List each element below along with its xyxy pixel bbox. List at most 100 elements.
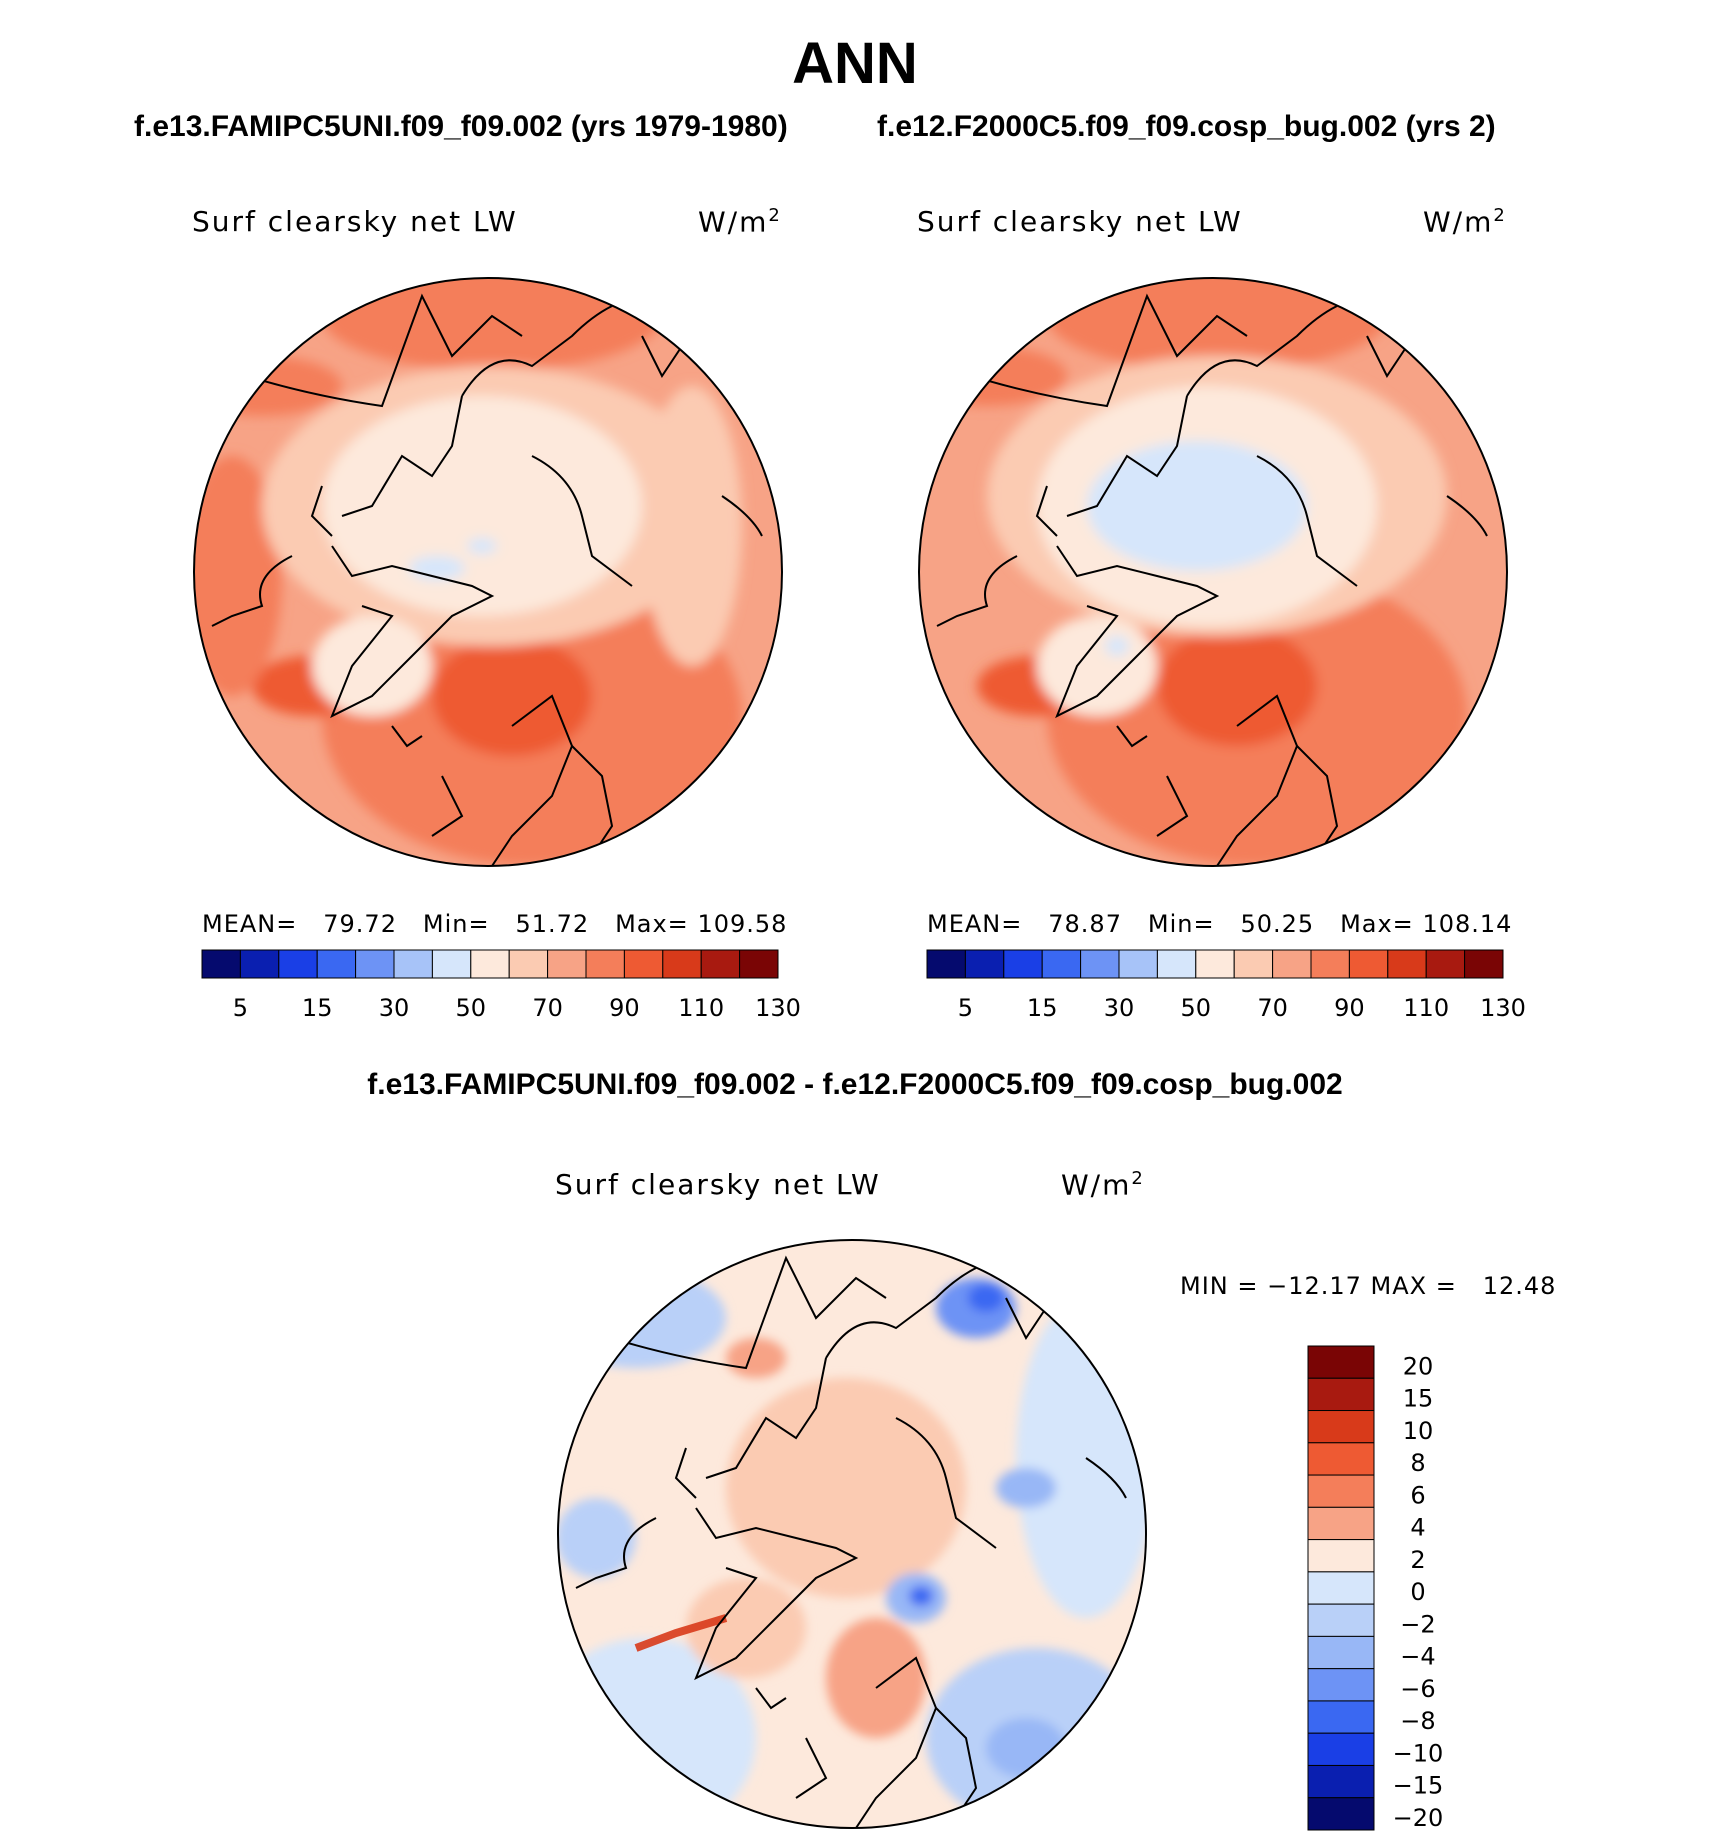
diff-colorbar-swatch <box>1307 1377 1375 1412</box>
diff-colorbar-tick: −15 <box>1393 1772 1444 1800</box>
map-panel-2 <box>918 277 1508 867</box>
panel2-colorbar-swatch <box>1464 949 1504 979</box>
panel1-min-label: Min= <box>422 910 490 938</box>
panel2-min-value: 50.25 <box>1240 910 1315 938</box>
panel2-colorbar-swatch <box>1195 949 1235 979</box>
panel1-colorbar-swatch <box>316 949 357 979</box>
panel2-colorbar-tick: 90 <box>1334 994 1365 1022</box>
panel2-mean-label: MEAN= <box>927 910 1023 938</box>
diff-colorbar-swatch <box>1307 1571 1375 1605</box>
panel1-units-label: W/m2 <box>698 205 782 238</box>
diff-colorbar-tick: −8 <box>1400 1707 1435 1735</box>
diff-colorbar-swatch <box>1307 1410 1375 1444</box>
panel2-colorbar-tick: 130 <box>1480 994 1526 1022</box>
panel2-colorbar-swatch <box>1348 949 1389 979</box>
panel2-colorbar-tick: 30 <box>1104 994 1135 1022</box>
panel1-colorbar-tick: 110 <box>678 994 724 1022</box>
diff-colorbar-tick: 6 <box>1410 1481 1425 1509</box>
panel1-units-exp: 2 <box>768 205 782 226</box>
diff-colorbar-swatch <box>1307 1442 1375 1476</box>
diff-units-exp: 2 <box>1131 1168 1145 1189</box>
panel2-colorbar-swatch <box>1233 949 1274 979</box>
diff-colorbar-swatch <box>1307 1539 1375 1573</box>
main-title: ANN <box>792 31 918 96</box>
panel1-colorbar-tick: 30 <box>379 994 410 1022</box>
panel2-stats: MEAN= 78.87 Min= 50.25 Max= 108.14 <box>927 910 1512 938</box>
diff-colorbar-tick: 8 <box>1410 1449 1425 1477</box>
map-panel-diff <box>557 1239 1147 1829</box>
diff-colorbar-swatch <box>1307 1635 1375 1670</box>
panel1-colorbar-tick: 130 <box>755 994 801 1022</box>
panel2-colorbar-tick: 110 <box>1403 994 1449 1022</box>
panel2-colorbar-tick: 15 <box>1027 994 1058 1022</box>
diff-colorbar-tick: −2 <box>1400 1610 1435 1638</box>
diff-colorbar-tick: 2 <box>1410 1546 1425 1574</box>
panel1-colorbar-tick: 5 <box>233 994 248 1022</box>
diff-colorbar-tick: 0 <box>1410 1578 1425 1606</box>
panel2-units-label: W/m2 <box>1423 205 1507 238</box>
panel1-colorbar-tick: 70 <box>532 994 563 1022</box>
panel1-colorbar-swatch <box>239 949 280 979</box>
panel2-colorbar-swatch <box>964 949 1005 979</box>
panel1-min-value: 51.72 <box>515 910 590 938</box>
panel2-units-text: W/m <box>1423 205 1494 239</box>
panel2-max-label: Max= <box>1340 910 1414 938</box>
diff-colorbar-tick: 10 <box>1403 1417 1434 1445</box>
colorbar-panel-2: 5 15 30 50 70 90 110 130 <box>926 949 1526 1022</box>
panel1-mean-value: 79.72 <box>323 910 397 938</box>
panel2-colorbar-swatch <box>1003 949 1043 979</box>
diff-colorbar-swatch <box>1307 1506 1375 1541</box>
panel2-colorbar-swatch <box>1387 949 1427 979</box>
diff-colorbar-swatch <box>1307 1474 1375 1508</box>
diff-colorbar-tick: 15 <box>1403 1385 1434 1413</box>
diff-colorbar-tick: −10 <box>1393 1739 1444 1767</box>
panel2-colorbar-swatch <box>1118 949 1158 979</box>
panel2-colorbar-swatch <box>1156 949 1197 979</box>
panel2-mean-value: 78.87 <box>1048 910 1122 938</box>
panel1-max-value: 109.58 <box>697 910 788 938</box>
panel1-colorbar-swatch <box>662 949 702 979</box>
panel2-min-label: Min= <box>1147 910 1215 938</box>
diff-colorbar-tick: −4 <box>1400 1643 1435 1671</box>
panel2-colorbar-tick: 70 <box>1257 994 1288 1022</box>
panel2-units-exp: 2 <box>1493 205 1507 226</box>
panel2-colorbar-tick: 50 <box>1181 994 1212 1022</box>
panel1-units-text: W/m <box>698 205 769 239</box>
diff-colorbar-swatch <box>1307 1797 1375 1831</box>
panel1-colorbar-swatch <box>585 949 625 979</box>
panel2-max-value: 108.14 <box>1422 910 1513 938</box>
diff-stats: MIN = −12.17 MAX = 12.48 <box>1180 1272 1557 1300</box>
case-title-left: f.e13.FAMIPC5UNI.f09_f09.002 (yrs 1979-1… <box>134 110 788 143</box>
panel2-colorbar-swatch <box>1272 949 1312 979</box>
case-title-right: f.e12.F2000C5.f09_f09.cosp_bug.002 (yrs … <box>877 110 1496 143</box>
diff-units-label: W/m2 <box>1061 1168 1145 1201</box>
map-panel-1 <box>193 277 783 867</box>
panel2-variable-label: Surf clearsky net LW <box>917 205 1243 238</box>
panel1-colorbar-swatch <box>508 949 549 979</box>
diff-colorbar-tick: −20 <box>1393 1804 1444 1832</box>
panel1-max-label: Max= <box>615 910 689 938</box>
panel1-colorbar-tick: 90 <box>609 994 640 1022</box>
panel1-colorbar-tick: 15 <box>302 994 333 1022</box>
panel2-colorbar-swatch <box>926 949 966 979</box>
panel1-variable-label: Surf clearsky net LW <box>192 205 518 238</box>
panel1-colorbar-swatch <box>623 949 664 979</box>
panel2-colorbar-swatch <box>1310 949 1350 979</box>
panel2-colorbar-swatch <box>1425 949 1466 979</box>
panel1-stats: MEAN= 79.72 Min= 51.72 Max= 109.58 <box>202 910 787 938</box>
diff-colorbar-swatch <box>1307 1668 1375 1702</box>
panel1-colorbar-swatch <box>278 949 318 979</box>
panel1-colorbar-swatch <box>739 949 779 979</box>
panel1-colorbar-swatch <box>201 949 241 979</box>
panel1-colorbar-swatch <box>470 949 510 979</box>
panel1-mean-label: MEAN= <box>202 910 298 938</box>
colorbar-panel-1: 5 15 30 50 70 90 110 130 <box>201 949 801 1022</box>
diff-units-text: W/m <box>1061 1168 1132 1202</box>
panel1-colorbar-swatch <box>700 949 741 979</box>
panel1-colorbar-swatch <box>431 949 472 979</box>
panel1-colorbar-swatch <box>355 949 395 979</box>
panel1-colorbar-swatch <box>547 949 587 979</box>
diff-colorbar-tick: 20 <box>1403 1352 1434 1380</box>
panel1-colorbar-swatch <box>393 949 433 979</box>
